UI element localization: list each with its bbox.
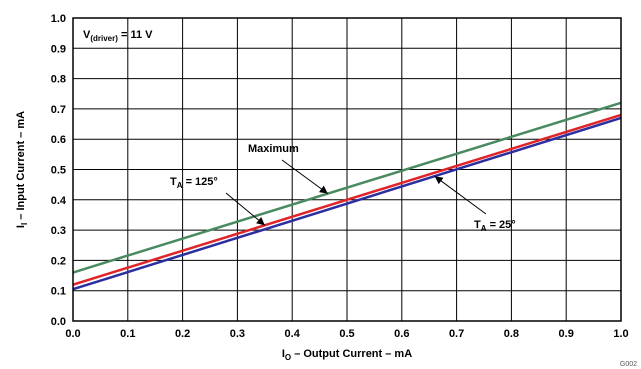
grid [73, 18, 621, 321]
x-tick-labels: 0.0 0.1 0.2 0.3 0.4 0.5 0.6 0.7 0.8 0.9 1.0 [65, 328, 628, 340]
x-tick-label: 0.6 [394, 328, 409, 340]
series-line-1 [72, 113, 622, 286]
annotation-ta25: TA = 25° [474, 219, 516, 233]
plot-frame [72, 17, 622, 322]
x-tick-label: 0.1 [120, 328, 135, 340]
arrow-maximum [281, 159, 329, 195]
annotation-maximum: Maximum [248, 143, 299, 155]
x-tick-label: 0.7 [449, 328, 464, 340]
y-tick-label: 0.8 [51, 74, 66, 86]
arrowhead-ta25 [434, 176, 444, 185]
arrowhead-ta125 [256, 217, 265, 226]
y-tick-label: 0.2 [51, 255, 66, 267]
y-tick-label: 0.3 [51, 225, 66, 237]
annotations: Maximum TA = 125° TA = 25° [170, 143, 516, 233]
annotation-ta125: TA = 125° [170, 176, 218, 190]
arrowhead-maximum [319, 185, 328, 194]
y-axis-title: II – Input Current – mA [15, 111, 29, 228]
y-tick-label: 0.6 [51, 134, 66, 146]
x-tick-label: 0.8 [504, 328, 519, 340]
x-tick-label: 0.9 [559, 328, 574, 340]
arrow-ta25 [434, 175, 487, 215]
y-tick-labels: 0.0 0.1 0.2 0.3 0.4 0.5 0.6 0.7 0.8 0.9 1.0 [51, 13, 67, 328]
x-tick-label: 0.3 [230, 328, 245, 340]
series-line-2 [72, 116, 622, 291]
y-tick-label: 0.4 [51, 195, 67, 207]
series-lines [72, 101, 622, 291]
x-tick-label: 0.2 [175, 328, 190, 340]
figure-code: G002 [620, 361, 637, 368]
condition-label: V(driver) = 11 V [83, 29, 153, 43]
y-tick-label: 1.0 [51, 13, 66, 25]
y-tick-label: 0.5 [51, 165, 66, 177]
series-line-0 [72, 101, 622, 274]
x-tick-label: 1.0 [613, 328, 628, 340]
y-tick-label: 0.1 [51, 286, 66, 298]
y-tick-label: 0.0 [51, 316, 66, 328]
y-tick-label: 0.7 [51, 104, 66, 116]
x-tick-label: 0.5 [339, 328, 354, 340]
x-tick-label: 0.4 [285, 328, 301, 340]
x-tick-label: 0.0 [65, 328, 80, 340]
x-axis-title: IO – Output Current – mA [282, 348, 412, 362]
arrow-ta125 [225, 192, 266, 226]
y-tick-label: 0.9 [51, 43, 66, 55]
